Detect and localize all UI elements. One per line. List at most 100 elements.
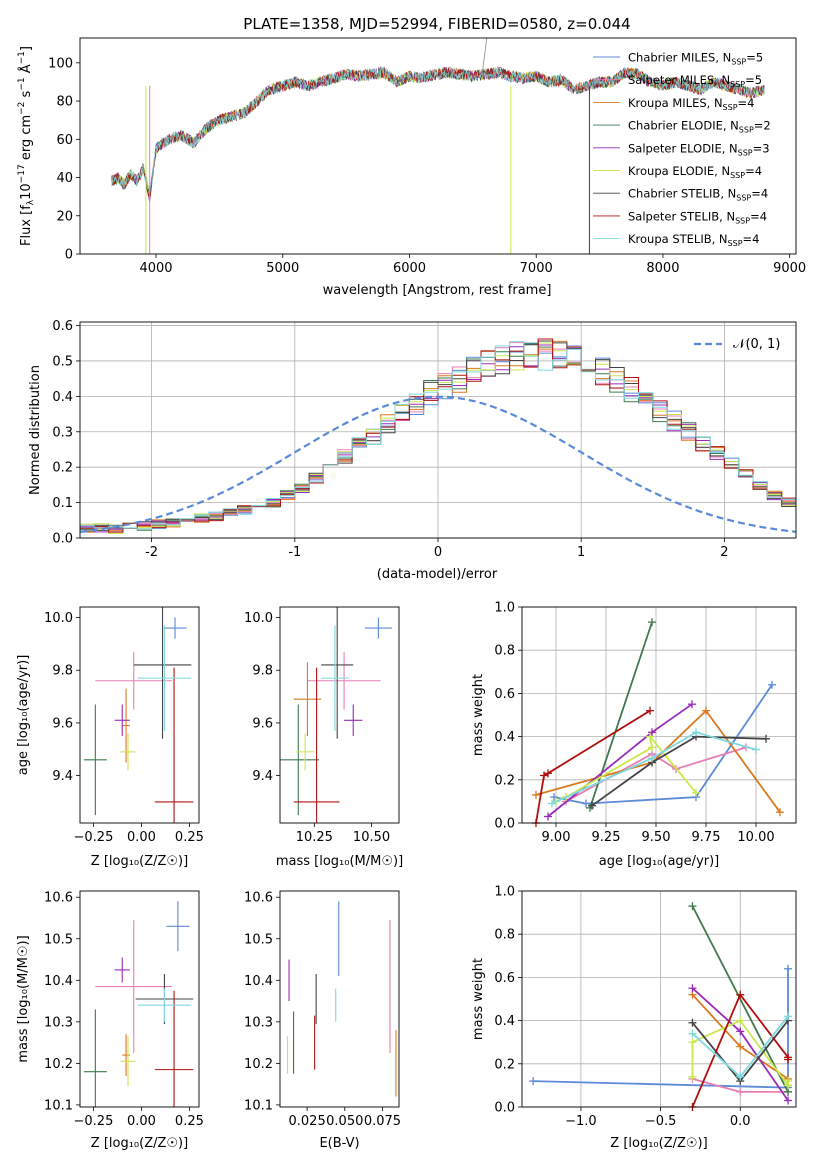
y-tick-label: 0.2 bbox=[494, 773, 515, 788]
legend-label-kroupa_miles: Kroupa MILES, NSSP=4 bbox=[628, 96, 754, 112]
y-tick-label: 0 bbox=[65, 248, 73, 263]
weight-line-chabrier_elodie bbox=[691, 905, 789, 1093]
y-tick-label: 9.6 bbox=[52, 716, 73, 731]
legend-label-normal: 𝒩(0, 1) bbox=[733, 337, 780, 352]
x-tick-label: −0.5 bbox=[645, 1114, 677, 1129]
axes-frame bbox=[79, 37, 797, 255]
y-tick-label: 9.6 bbox=[252, 716, 273, 731]
legend-label-suffix: =5 bbox=[745, 73, 762, 87]
legend-label-sub: SSP bbox=[735, 216, 750, 225]
y-tick-label: 0.0 bbox=[52, 532, 73, 547]
y-tick-label: 0.4 bbox=[494, 1014, 515, 1029]
x-tick-label: 0.00 bbox=[127, 830, 156, 845]
x-tick-label: 0 bbox=[434, 545, 442, 560]
x-tick-label: -1 bbox=[288, 545, 301, 560]
legend-label-suffix: =4 bbox=[745, 164, 762, 178]
x-tick-label: 9.50 bbox=[642, 830, 671, 845]
y-axis-label-sup: −1 bbox=[17, 77, 27, 90]
y-tick-label: 10.0 bbox=[244, 611, 273, 626]
x-tick-label: 5000 bbox=[266, 261, 299, 276]
y-axis-label-part: erg cm bbox=[19, 115, 34, 164]
x-tick-label: 10.25 bbox=[296, 830, 333, 845]
y-tick-label: 9.4 bbox=[252, 769, 273, 784]
legend-label-salpeter_miles: Salpeter MILES, NSSP=5 bbox=[628, 73, 762, 89]
y-axis-label: mass weight bbox=[471, 958, 486, 1040]
x-tick-label: 8000 bbox=[646, 261, 679, 276]
legend-label-sub: SSP bbox=[723, 103, 738, 112]
x-tick-label: 10.00 bbox=[737, 830, 774, 845]
y-tick-label: 10.1 bbox=[44, 1098, 73, 1113]
x-tick-label: 1 bbox=[577, 545, 585, 560]
y-tick-label: 0.4 bbox=[494, 730, 515, 745]
x-tick-label: 0.00 bbox=[127, 1114, 156, 1129]
x-tick-label: −0.25 bbox=[74, 1114, 114, 1129]
legend-label-chabrier_miles: Chabrier MILES, NSSP=5 bbox=[628, 51, 763, 67]
x-axis-label: wavelength [Angstrom, rest frame] bbox=[323, 283, 552, 298]
y-tick-label: 10.0 bbox=[44, 611, 73, 626]
axes-frame bbox=[521, 606, 797, 824]
y-tick-label: 10.2 bbox=[244, 1057, 273, 1072]
y-axis-label: Normed distribution bbox=[28, 365, 43, 495]
y-tick-label: 10.5 bbox=[44, 932, 73, 947]
histogram-step-kroupa_miles bbox=[80, 340, 796, 538]
x-axis-label: (data-model)/error bbox=[377, 567, 498, 582]
figure-title: PLATE=1358, MJD=52994, FIBERID=0580, z=0… bbox=[243, 15, 630, 33]
y-tick-label: 0.5 bbox=[52, 354, 73, 369]
x-tick-label: −1.0 bbox=[565, 1114, 597, 1129]
histogram-step-chabrier_stelib bbox=[80, 340, 796, 538]
x-tick-label: 0.25 bbox=[175, 830, 204, 845]
axes-frame bbox=[521, 890, 797, 1108]
legend-label-sub: SSP bbox=[736, 194, 751, 203]
y-tick-label: 10.4 bbox=[44, 974, 73, 989]
y-axis-label: Flux [fλ10−17 erg cm−2 s−1 Å−1] bbox=[17, 46, 36, 246]
axes-frame bbox=[79, 606, 200, 824]
weight-line-chabrier_stelib bbox=[591, 735, 767, 807]
x-tick-label: 0.0 bbox=[730, 1114, 751, 1129]
spectrum-emission-line bbox=[481, 38, 488, 73]
y-tick-label: 0.6 bbox=[52, 319, 73, 334]
y-tick-label: 10.6 bbox=[44, 891, 73, 906]
axes-frame bbox=[279, 890, 400, 1108]
y-axis-label-sup: −17 bbox=[17, 164, 27, 183]
y-axis-label-sup: −2 bbox=[17, 102, 27, 115]
y-tick-label: 1.0 bbox=[494, 601, 515, 616]
y-tick-label: 0.6 bbox=[494, 971, 515, 986]
x-tick-label: 0.025 bbox=[289, 1114, 326, 1129]
axes-frame bbox=[279, 606, 400, 824]
y-axis-label-sub: λ bbox=[26, 199, 36, 205]
weight-line-salpeter_stelib bbox=[535, 709, 651, 823]
axes-frame bbox=[79, 890, 200, 1108]
y-tick-label: 10.5 bbox=[244, 932, 273, 947]
spectrum-chart: 4000 5000 6000 7000 8000 9000 0 20 40 60 80 100 wave… bbox=[17, 37, 806, 298]
y-tick-label: 10.6 bbox=[244, 891, 273, 906]
y-tick-label: 10.2 bbox=[44, 1057, 73, 1072]
legend-label-kroupa_stelib: Kroupa STELIB, NSSP=4 bbox=[628, 232, 759, 248]
x-tick-label: 10.50 bbox=[353, 830, 390, 845]
x-tick-label: 0.075 bbox=[364, 1114, 401, 1129]
y-tick-label: 0.2 bbox=[494, 1057, 515, 1072]
axes-frame bbox=[79, 321, 797, 539]
x-tick-label: 6000 bbox=[393, 261, 426, 276]
x-tick-label: 9000 bbox=[773, 261, 806, 276]
legend-label-suffix: =4 bbox=[750, 209, 767, 223]
legend-label-sub: SSP bbox=[728, 239, 743, 248]
z-vs-weight-chart: −1.0 −0.5 0.0 0.0 0.2 0.4 0.6 0.8 1.0 Z [log₁₀(Z/… bbox=[471, 885, 797, 1151]
z-vs-age-chart: −0.25 0.00 0.25 9.4 9.6 9.8 10.0 Z [log₁₀(Z/Z☉)… bbox=[16, 606, 204, 869]
y-tick-label: 10.3 bbox=[44, 1015, 73, 1030]
legend-label-kroupa_elodie: Kroupa ELODIE, NSSP=4 bbox=[628, 164, 762, 180]
y-tick-label: 0.4 bbox=[52, 390, 73, 405]
legend-label-sub: SSP bbox=[731, 58, 746, 67]
legend-label-sub: SSP bbox=[730, 80, 745, 89]
x-tick-label: 0.25 bbox=[175, 1114, 204, 1129]
legend-label-sub: SSP bbox=[739, 126, 754, 135]
legend-label-salpeter_stelib: Salpeter STELIB, NSSP=4 bbox=[628, 209, 767, 225]
y-tick-label: 10.3 bbox=[244, 1015, 273, 1030]
x-axis-label: mass [log₁₀(M/M☉)] bbox=[276, 854, 403, 869]
y-tick-label: 9.8 bbox=[52, 664, 73, 679]
legend-label-sub: SSP bbox=[730, 171, 745, 180]
y-tick-label: 0.6 bbox=[494, 687, 515, 702]
y-tick-label: 9.8 bbox=[252, 664, 273, 679]
y-tick-label: 20 bbox=[56, 209, 73, 224]
z-vs-mass-chart: −0.25 0.00 0.25 10.1 10.2 10.3 10.4 10.5 10.6 Z [… bbox=[16, 890, 204, 1151]
x-tick-label: -2 bbox=[145, 545, 158, 560]
